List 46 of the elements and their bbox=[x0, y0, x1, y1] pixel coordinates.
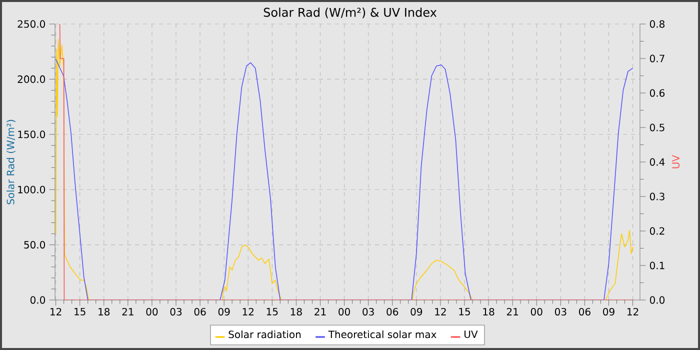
x-tick-label: 03 bbox=[170, 308, 182, 316]
y-tick-label: 250.0 bbox=[18, 20, 46, 28]
x-tick-label: 00 bbox=[338, 308, 350, 316]
x-tick-label: 21 bbox=[506, 308, 518, 316]
x-tick-label: 06 bbox=[579, 308, 590, 316]
chart-title: Solar Rad (W/m²) & UV Index bbox=[264, 8, 437, 18]
legend-label: UV bbox=[464, 330, 478, 338]
x-tick-label: 18 bbox=[290, 308, 302, 316]
y2-tick-label: 0.6 bbox=[650, 89, 665, 97]
x-tick-label: 12 bbox=[50, 308, 62, 316]
legend-label: Solar radiation bbox=[228, 330, 301, 338]
y-tick-label: 50.0 bbox=[24, 241, 46, 249]
x-tick-label: 03 bbox=[362, 308, 374, 316]
y2-tick-label: 0.7 bbox=[650, 54, 664, 62]
y2-tick-label: 0.4 bbox=[650, 158, 665, 166]
x-tick-label: 18 bbox=[483, 308, 494, 316]
y2-tick-label: 0.8 bbox=[650, 20, 664, 28]
y-tick-label: 200.0 bbox=[18, 75, 46, 83]
x-tick-label: 06 bbox=[194, 308, 206, 316]
y-tick-label: 0.0 bbox=[30, 296, 46, 304]
x-tick-label: 12 bbox=[435, 308, 446, 316]
y2-tick-label: 0.1 bbox=[650, 262, 664, 270]
y-tick-label: 150.0 bbox=[18, 130, 46, 138]
x-tick-label: 00 bbox=[530, 308, 542, 316]
x-tick-label: 15 bbox=[459, 308, 470, 316]
legend-label: Theoretical solar max bbox=[328, 330, 436, 338]
x-tick-label: 03 bbox=[554, 308, 566, 316]
y-tick-label: 100.0 bbox=[18, 186, 46, 194]
y2-tick-label: 0.2 bbox=[650, 227, 664, 235]
y2-tick-label: 0.0 bbox=[650, 296, 665, 304]
x-tick-label: 09 bbox=[218, 308, 230, 316]
x-tick-label: 00 bbox=[146, 308, 158, 316]
x-tick-label: 18 bbox=[98, 308, 110, 316]
y2-tick-label: 0.3 bbox=[650, 192, 664, 200]
y2-axis-title: UV bbox=[672, 155, 680, 168]
x-tick-label: 15 bbox=[266, 308, 278, 316]
x-tick-label: 21 bbox=[122, 308, 134, 316]
x-tick-label: 09 bbox=[410, 308, 422, 316]
x-tick-label: 12 bbox=[242, 308, 254, 316]
x-tick-label: 12 bbox=[628, 308, 638, 316]
x-tick-label: 21 bbox=[314, 308, 326, 316]
x-tick-label: 09 bbox=[603, 308, 614, 316]
x-tick-label: 15 bbox=[74, 308, 86, 316]
y-axis-title: Solar Rad (W/m²) bbox=[6, 120, 16, 204]
x-tick-label: 06 bbox=[386, 308, 398, 316]
y2-tick-label: 0.5 bbox=[650, 124, 664, 132]
